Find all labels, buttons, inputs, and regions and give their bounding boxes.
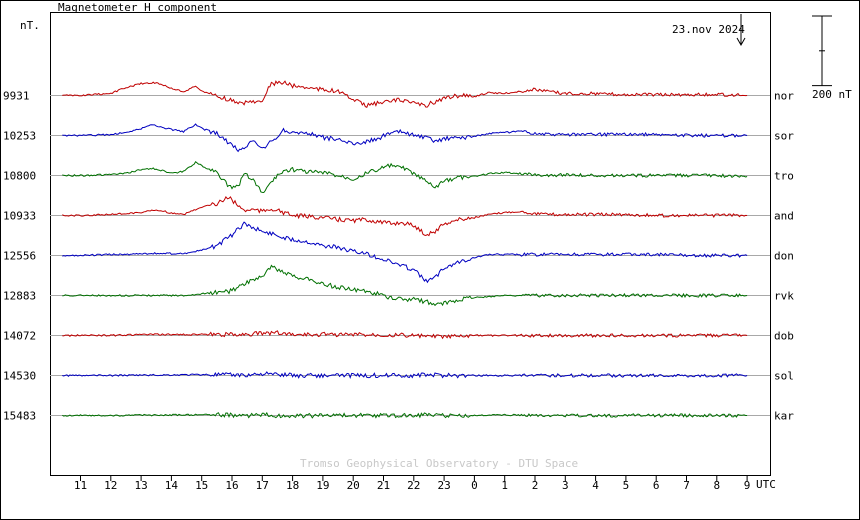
x-tick-label: 3	[562, 479, 569, 492]
series-don	[62, 221, 748, 284]
baseline-value-sol: 14530	[3, 370, 36, 383]
y-axis-label: nT.	[20, 19, 40, 32]
series-sol	[62, 371, 748, 380]
x-tick-label: 11	[74, 479, 87, 492]
x-tick-label: 18	[286, 479, 299, 492]
x-tick-label: 15	[195, 479, 208, 492]
station-label-nor: nor	[774, 90, 794, 103]
x-tick-label: 17	[256, 479, 269, 492]
x-tick-label: 5	[623, 479, 630, 492]
baseline-value-and: 10933	[3, 210, 36, 223]
series-tro	[62, 160, 748, 194]
x-tick-label: 12	[104, 479, 117, 492]
x-tick-label: 13	[134, 479, 147, 492]
x-tick-label: 7	[683, 479, 690, 492]
series-sor	[62, 123, 748, 153]
watermark: Tromso Geophysical Observatory - DTU Spa…	[300, 457, 578, 470]
series-nor	[62, 80, 748, 108]
x-tick-label: 8	[713, 479, 720, 492]
x-tick-label: 4	[592, 479, 599, 492]
baseline-value-rvk: 12883	[3, 290, 36, 303]
x-tick-label: 14	[165, 479, 179, 492]
x-tick-label: 1	[501, 479, 508, 492]
x-tick-label: 0	[471, 479, 478, 492]
station-label-tro: tro	[774, 170, 794, 183]
baseline-value-don: 12556	[3, 250, 36, 263]
station-label-and: and	[774, 210, 794, 223]
baseline-value-sor: 10253	[3, 130, 36, 143]
x-tick-label: 16	[225, 479, 238, 492]
baseline-value-tro: 10800	[3, 170, 36, 183]
scale-bar	[812, 15, 832, 87]
station-label-sor: sor	[774, 130, 794, 143]
x-tick-label: 20	[347, 479, 360, 492]
baseline-value-kar: 15483	[3, 410, 36, 423]
station-label-don: don	[774, 250, 794, 263]
date-arrow	[736, 14, 746, 47]
station-label-sol: sol	[774, 370, 794, 383]
series-and	[62, 195, 748, 237]
station-label-rvk: rvk	[774, 290, 794, 303]
x-tick-label: 6	[653, 479, 660, 492]
baseline-value-dob: 14072	[3, 330, 36, 343]
x-tick-label: 21	[377, 479, 390, 492]
series-dob	[62, 330, 748, 340]
series-kar	[62, 411, 748, 419]
plot-frame	[50, 12, 771, 476]
x-tick-label: 9	[744, 479, 751, 492]
station-label-kar: kar	[774, 410, 794, 423]
x-tick-label: 19	[316, 479, 329, 492]
series-lines	[62, 80, 748, 419]
x-tick-label: 2	[532, 479, 539, 492]
station-labels: 9931 nor 10253 sor 10800 tro 10933 and 12556 don 1…	[3, 90, 794, 423]
date-label: 23.nov 2024	[672, 23, 745, 36]
series-rvk	[62, 264, 748, 307]
chart-title: Magnetometer H component	[58, 1, 217, 14]
scale-bar-label: 200 nT	[812, 88, 852, 101]
x-axis-ticks: 11 12 13 14 15 16 17 18 19 20 21 22 23 0 1 2 3 4 5 6 7 8 9	[74, 476, 751, 492]
baseline-value-nor: 9931	[3, 90, 30, 103]
x-tick-label: 23	[437, 479, 450, 492]
station-label-dob: dob	[774, 330, 794, 343]
x-tick-label: 22	[407, 479, 420, 492]
x-axis-label: UTC	[756, 478, 776, 491]
